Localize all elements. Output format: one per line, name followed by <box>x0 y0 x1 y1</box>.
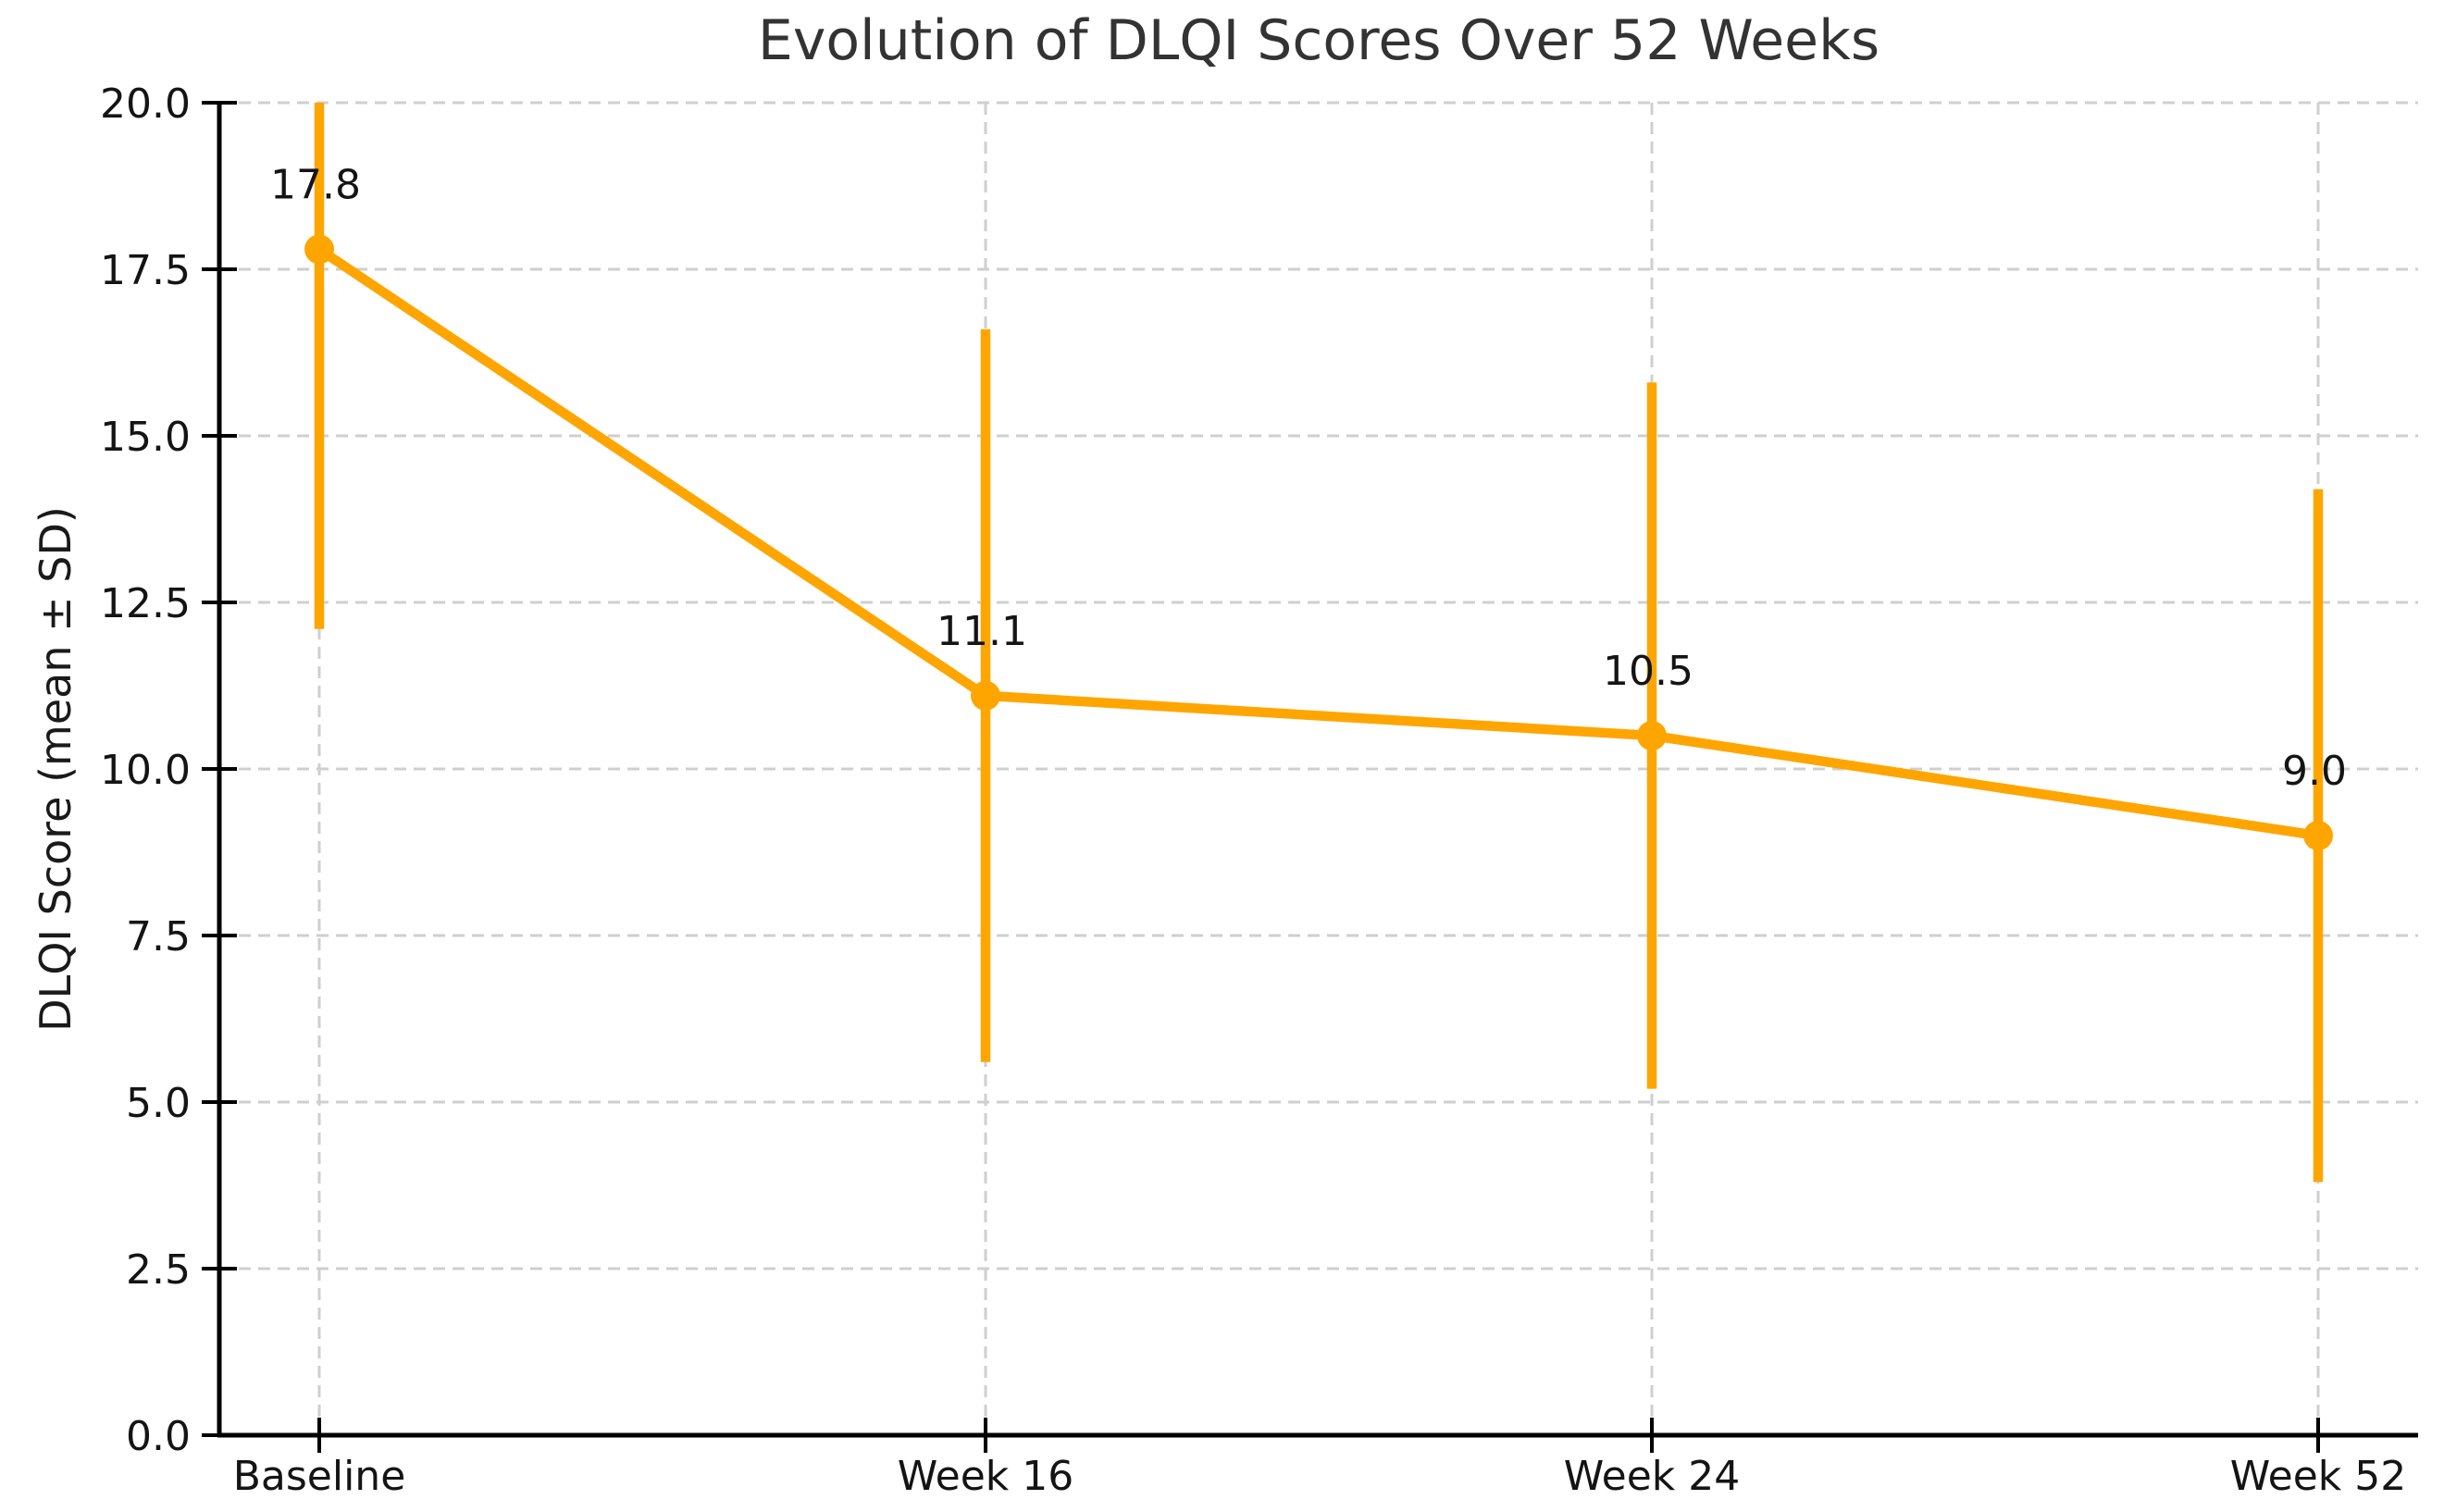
data-point-marker <box>304 234 334 265</box>
data-line <box>316 245 2319 841</box>
point-value-label: 10.5 <box>1603 648 1693 695</box>
grid-layer <box>219 101 2418 1437</box>
y-tick-label: 0.0 <box>126 1413 191 1460</box>
chart-title: Evolution of DLQI Scores Over 52 Weeks <box>758 8 1880 73</box>
y-tick-label: 15.0 <box>100 414 191 461</box>
y-tick-label: 2.5 <box>126 1246 191 1294</box>
point-value-label: 17.8 <box>270 161 361 208</box>
y-tick-label: 12.5 <box>100 580 191 627</box>
data-point-marker <box>971 680 1000 711</box>
data-series-layer <box>304 103 2333 1183</box>
y-tick-label: 10.0 <box>100 747 191 794</box>
y-tick-label: 20.0 <box>100 81 191 128</box>
annotation-layer: 17.8 11.1 10.5 9.0 <box>270 161 2347 795</box>
y-tick-label: 5.0 <box>126 1080 191 1127</box>
x-tick-label: Week 16 <box>898 1453 1074 1500</box>
data-point-marker <box>2303 821 2333 850</box>
y-axis-label: DLQI Score (mean ± SD) <box>31 506 81 1032</box>
x-tick-label: Week 24 <box>1564 1453 1741 1500</box>
point-value-label: 11.1 <box>937 608 1027 655</box>
x-tick-label: Week 52 <box>2230 1453 2407 1500</box>
data-point-marker <box>1637 721 1667 750</box>
point-value-label: 9.0 <box>2282 748 2347 795</box>
axis-layer: 0.0 2.5 5.0 7.5 10.0 12.5 15.0 17.5 20.0 Baseline… <box>100 81 2418 1500</box>
y-tick-label: 7.5 <box>126 913 191 960</box>
y-tick-label: 17.5 <box>100 247 191 294</box>
x-tick-label: Baseline <box>233 1453 406 1500</box>
